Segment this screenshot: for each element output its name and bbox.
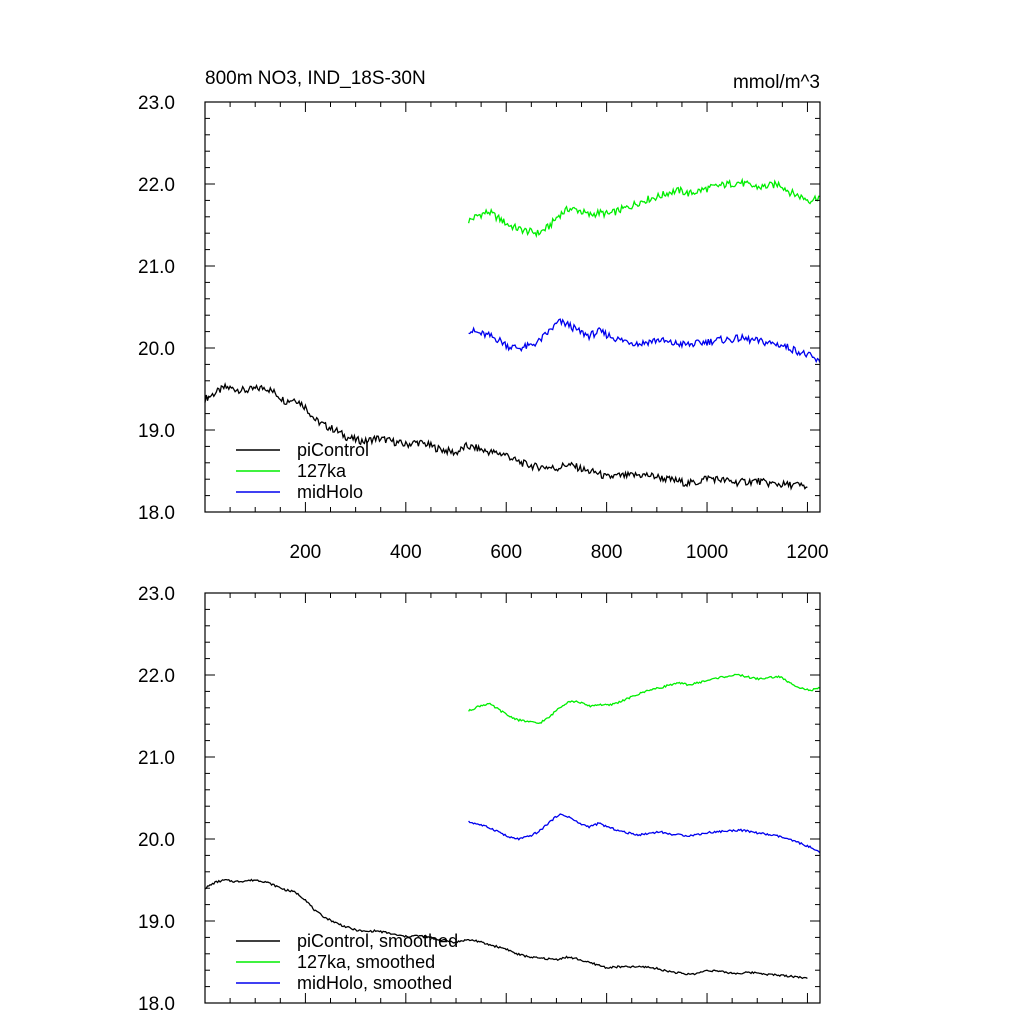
- top-panel-ticks: 18.0 19.0 20.0 21.0 22.0 23.0 200 400 600 800 1000…: [138, 93, 829, 563]
- bottom-series-midholo-line: [468, 813, 821, 854]
- top-series-picontrol-line: [204, 381, 808, 491]
- top-panel-frame: [204, 101, 821, 513]
- bottom-y-tick-label: 20.0: [138, 830, 175, 851]
- top-y-tick-label: 22.0: [138, 175, 175, 196]
- top-series-127ka-line: [467, 177, 820, 239]
- top-panel: 18.0 19.0 20.0 21.0 22.0 23.0 200 400 600 800 1000…: [138, 93, 829, 563]
- bottom-panel-frame: [204, 592, 821, 1004]
- figure-units: mmol/m^3: [733, 72, 820, 93]
- bottom-legend-label: piControl, smoothed: [297, 931, 458, 951]
- top-y-tick-label: 21.0: [138, 257, 175, 278]
- bottom-y-tick-label: 19.0: [138, 912, 175, 933]
- bottom-y-tick-label: 23.0: [138, 584, 175, 605]
- bottom-panel-series: [204, 673, 821, 980]
- top-x-tick-label: 1200: [786, 542, 828, 563]
- bottom-legend-label: midHolo, smoothed: [297, 973, 452, 993]
- bottom-legend-label: 127ka, smoothed: [297, 952, 435, 972]
- top-legend-label: 127ka: [297, 461, 347, 481]
- top-y-tick-label: 18.0: [138, 503, 175, 524]
- top-x-tick-label: 200: [290, 542, 322, 563]
- top-x-tick-label: 800: [591, 542, 623, 563]
- top-x-tick-label: 1000: [686, 542, 728, 563]
- bottom-series-picontrol-line: [204, 878, 808, 980]
- figure-title: 800m NO3, IND_18S-30N: [205, 68, 426, 89]
- top-panel-series: [204, 177, 821, 491]
- bottom-series-127ka-line: [468, 673, 821, 724]
- top-legend-label: piControl: [297, 440, 369, 460]
- top-y-tick-label: 20.0: [138, 339, 175, 360]
- top-x-tick-label: 400: [390, 542, 422, 563]
- bottom-y-tick-label: 22.0: [138, 666, 175, 687]
- bottom-y-tick-label: 21.0: [138, 748, 175, 769]
- top-x-tick-label: 600: [490, 542, 522, 563]
- bottom-y-tick-label: 18.0: [138, 994, 175, 1015]
- top-y-tick-label: 23.0: [138, 93, 175, 114]
- bottom-panel: 18.0 19.0 20.0 21.0 22.0 23.0 piControl, smoo…: [138, 584, 821, 1015]
- top-series-midholo-line: [468, 318, 821, 364]
- bottom-panel-ticks: 18.0 19.0 20.0 21.0 22.0 23.0: [138, 584, 820, 1015]
- top-y-tick-label: 19.0: [138, 421, 175, 442]
- top-legend-label: midHolo: [297, 482, 363, 502]
